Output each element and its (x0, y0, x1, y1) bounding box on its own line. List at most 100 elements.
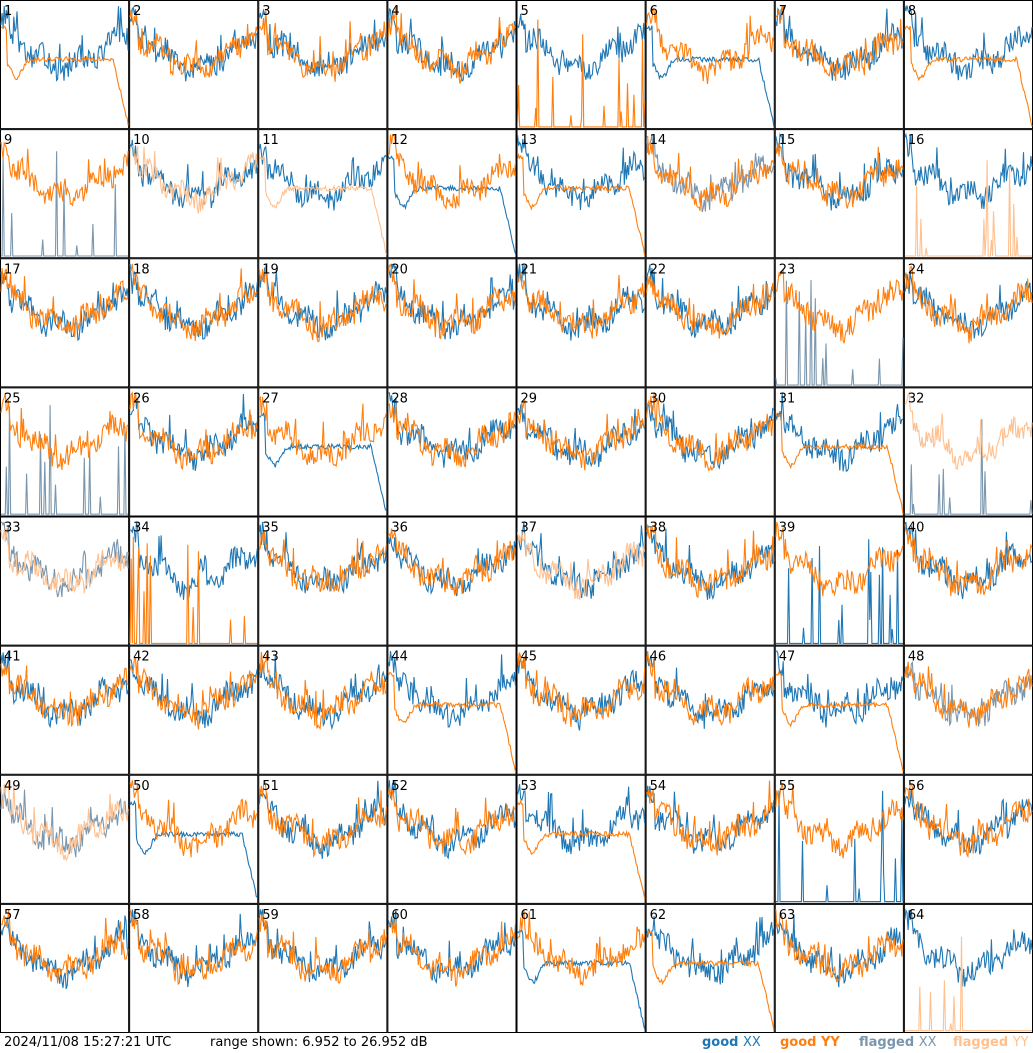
panel-frame (387, 645, 517, 775)
panel-frame (903, 258, 1033, 388)
panel-44: 44 (387, 645, 517, 775)
legend-good-xx-pol: XX (743, 1035, 761, 1050)
panel-60: 60 (387, 903, 517, 1033)
panel-label: 48 (908, 650, 925, 665)
panel-13: 13 (516, 129, 646, 259)
series-xx (129, 909, 258, 988)
series-yy (129, 909, 258, 986)
panel-36: 36 (387, 516, 517, 646)
panel-label: 64 (908, 908, 925, 923)
panel-9: 9 (0, 129, 130, 259)
legend-flagged-xx: flagged XX (859, 1035, 937, 1051)
series-yy (904, 391, 1033, 470)
series-yy (646, 135, 775, 211)
panel-3: 3 (258, 0, 388, 130)
legend-flagged-xx-pol: XX (918, 1035, 937, 1050)
series-yy (258, 914, 387, 984)
panel-label: 30 (650, 391, 667, 406)
panel-frame (0, 903, 130, 1033)
series-xx (516, 134, 646, 211)
panel-34: 34 (129, 516, 259, 646)
panel-label: 44 (391, 650, 408, 665)
panel-label: 39 (779, 521, 796, 536)
series-xx (0, 5, 129, 82)
panel-label: 26 (133, 391, 150, 406)
panel-label: 8 (908, 4, 916, 19)
panel-42: 42 (129, 645, 259, 775)
series-xx (904, 788, 1033, 855)
panel-label: 62 (650, 908, 667, 923)
series-yy (129, 536, 258, 644)
panel-56: 56 (903, 774, 1033, 904)
panel-2: 2 (129, 0, 259, 130)
panel-61: 61 (516, 903, 646, 1033)
panel-51: 51 (258, 774, 388, 904)
series-yy (387, 786, 516, 856)
panel-62: 62 (645, 903, 775, 1033)
panel-label: 15 (779, 133, 796, 148)
panel-label: 56 (908, 779, 925, 794)
panel-19: 19 (258, 258, 388, 388)
series-yy (387, 671, 517, 773)
panel-label: 21 (521, 262, 538, 277)
series-xx (517, 13, 646, 80)
panel-label: 22 (650, 262, 667, 277)
footer: 2024/11/08 15:27:21 UTC range shown: 6.9… (0, 1033, 1033, 1053)
panel-label: 63 (779, 908, 796, 923)
series-yy (646, 6, 775, 85)
panel-frame (516, 903, 646, 1033)
panel-11: 11 (258, 129, 388, 259)
panel-frame (516, 516, 646, 646)
series-yy (258, 10, 387, 82)
series-xx (129, 392, 258, 471)
panel-label: 31 (779, 391, 796, 406)
panel-frame (903, 645, 1033, 775)
panel-64: 64 (903, 903, 1033, 1033)
series-yy (516, 651, 646, 727)
panel-frame (0, 387, 130, 517)
series-xx (646, 25, 775, 127)
panel-label: 14 (650, 133, 667, 148)
series-yy (129, 780, 258, 858)
legend-flagged-xx-prefix: flagged (859, 1035, 915, 1050)
series-xx (129, 799, 258, 898)
series-yy (904, 160, 1032, 257)
panel-32: 32 (903, 387, 1033, 517)
panel-41: 41 (0, 645, 130, 775)
panel-label: 38 (650, 521, 667, 536)
series-yy (516, 399, 646, 471)
legend-flagged-yy-prefix: flagged (953, 1035, 1009, 1050)
panel-label: 24 (908, 262, 925, 277)
panel-27: 27 (258, 387, 388, 517)
series-yy (517, 909, 646, 986)
panel-frame (258, 129, 388, 259)
legend-good-xx: good XX (702, 1035, 761, 1051)
panel-label: 2 (133, 4, 141, 19)
panel-1: 1 (0, 0, 130, 130)
series-yy (904, 661, 1033, 728)
panel-label: 59 (262, 908, 279, 923)
series-yy (387, 402, 516, 468)
panel-label: 47 (779, 650, 796, 665)
panel-55: 55 (774, 774, 904, 904)
series-xx (1, 151, 129, 257)
panel-label: 27 (262, 391, 279, 406)
series-yy (646, 522, 775, 599)
series-yy (646, 392, 774, 472)
panel-40: 40 (903, 516, 1033, 646)
series-yy (646, 780, 774, 856)
panel-label: 17 (4, 262, 21, 277)
series-xx (904, 418, 1033, 515)
panel-label: 54 (650, 779, 667, 794)
panel-7: 7 (774, 0, 904, 130)
panel-20: 20 (387, 258, 517, 388)
series-xx (516, 263, 645, 341)
panel-58: 58 (129, 903, 259, 1033)
series-yy (387, 5, 517, 84)
panel-frame (645, 645, 775, 775)
panel-52: 52 (387, 774, 517, 904)
series-xx (387, 535, 517, 597)
panel-4: 4 (387, 0, 517, 130)
panel-label: 25 (4, 391, 21, 406)
